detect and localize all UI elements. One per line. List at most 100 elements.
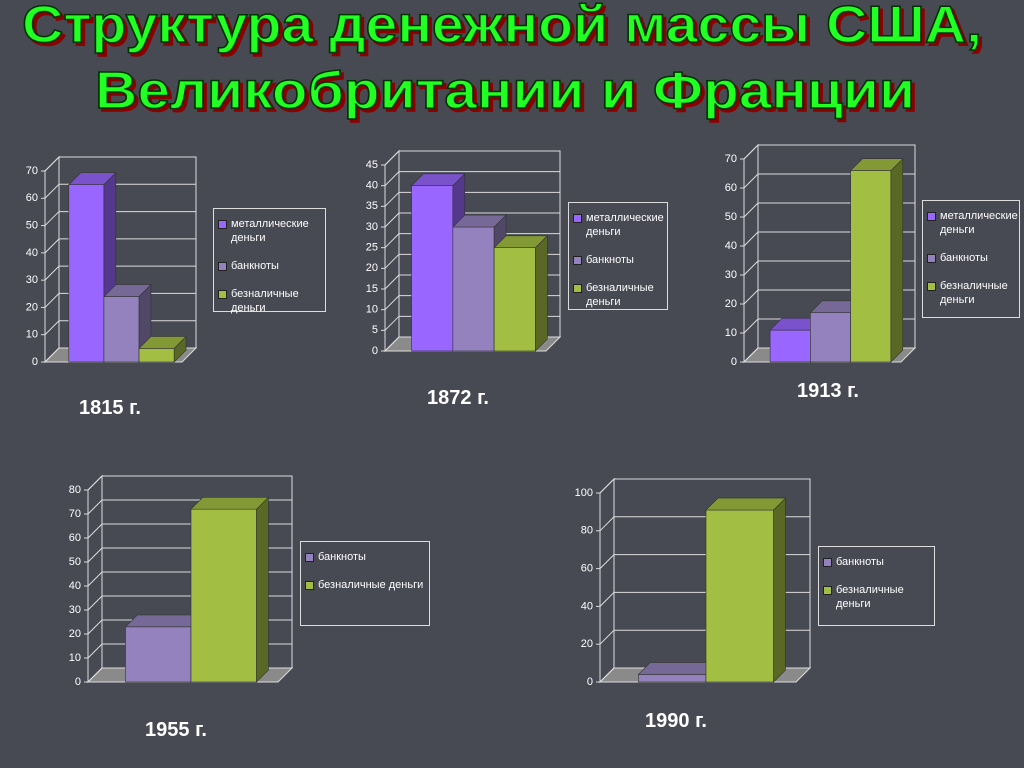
bar-top: [452, 214, 507, 228]
bar-top: [138, 336, 187, 349]
grid-line: [44, 211, 196, 226]
y-tick-label: 50: [26, 219, 38, 231]
bar: [810, 312, 851, 363]
y-tick-label: 80: [581, 525, 593, 537]
bar-top: [849, 158, 904, 171]
y-tick-label: 25: [366, 242, 378, 254]
legend-swatch: [305, 581, 314, 590]
legend-item: банкноты: [927, 251, 1015, 265]
bar: [68, 184, 105, 363]
bar-top: [705, 497, 787, 511]
legend-label: металлические деньги: [586, 212, 664, 238]
legend-item: безналичные деньги: [573, 281, 663, 309]
y-tick-label: 40: [581, 600, 593, 612]
y-tick-label: 50: [725, 211, 737, 223]
y-tick-label: 70: [725, 153, 737, 165]
y-tick-label: 0: [32, 356, 38, 368]
y-tick-label: 30: [26, 274, 38, 286]
side-wall: [44, 155, 60, 364]
legend-swatch: [823, 586, 832, 595]
legend-label: безналичные деньги: [586, 282, 654, 308]
legend-swatch: [573, 284, 582, 293]
legend-item: металлические деньги: [573, 211, 664, 239]
grid-line: [384, 150, 560, 166]
y-tick-label: 30: [725, 269, 737, 281]
y-tick-label: 0: [587, 676, 593, 688]
y-tick-label: 0: [75, 676, 81, 688]
legend-item: безналичные деньги: [218, 287, 321, 315]
grid-line: [384, 191, 560, 207]
grid-line: [44, 183, 196, 199]
legend: банкноты безналичные деньги: [300, 541, 430, 626]
y-tick-label: 100: [575, 487, 593, 499]
grid-line: [87, 475, 292, 491]
legend-swatch: [218, 220, 227, 229]
legend-item: банкноты: [573, 253, 663, 267]
bar: [411, 185, 454, 352]
side-wall: [599, 477, 615, 684]
slide-title: Великобритании и Франции: [95, 62, 915, 120]
y-tick-label: 10: [366, 304, 378, 316]
grid-line: [44, 238, 196, 254]
slide-title: Структура денежной массы США,: [22, 0, 982, 54]
y-tick-label: 5: [372, 324, 378, 336]
grid-line: [384, 171, 560, 187]
chart-caption: 1990 г.: [645, 710, 707, 732]
legend-item: безналичные деньги: [305, 578, 425, 592]
legend-swatch: [573, 256, 582, 265]
side-wall: [743, 143, 759, 364]
bar-side: [773, 497, 786, 683]
grid-line: [44, 156, 196, 172]
legend-label: банкноты: [231, 260, 279, 272]
legend-label: безналичные деньги: [836, 584, 904, 610]
legend-item: металлические деньги: [927, 209, 1018, 237]
y-tick-label: 60: [725, 182, 737, 194]
y-tick-label: 40: [366, 180, 378, 192]
y-tick-label: 0: [372, 345, 378, 357]
y-tick-label: 60: [581, 563, 593, 575]
legend-swatch: [823, 558, 832, 567]
y-tick-label: 50: [69, 556, 81, 568]
side-wall: [384, 149, 400, 353]
bar-top: [493, 235, 549, 248]
bar: [125, 626, 192, 683]
bar: [705, 509, 774, 683]
legend-swatch: [305, 553, 314, 562]
legend-label: банкноты: [940, 252, 988, 264]
bar-top: [103, 284, 152, 297]
legend-swatch: [218, 290, 227, 299]
bar-top: [190, 496, 270, 510]
grid-line: [743, 144, 915, 160]
legend: металлические деньги банкноты безналичные …: [568, 202, 668, 310]
legend-swatch: [927, 212, 936, 221]
legend-label: безналичные деньги: [318, 579, 424, 591]
bar-top: [410, 173, 466, 186]
bar-top: [68, 172, 117, 185]
chart-caption: 1955 г.: [145, 719, 207, 741]
y-tick-label: 15: [366, 283, 378, 295]
y-tick-label: 45: [366, 159, 378, 171]
bar: [103, 296, 140, 363]
y-tick-label: 40: [69, 580, 81, 592]
y-tick-label: 60: [69, 532, 81, 544]
y-tick-label: 20: [26, 301, 38, 313]
bar-side: [256, 496, 269, 683]
grid-line: [599, 478, 810, 494]
legend-item: банкноты: [218, 259, 321, 273]
legend: банкноты безналичные деньги: [818, 546, 935, 626]
legend-swatch: [927, 254, 936, 263]
bar: [452, 226, 495, 352]
legend-swatch: [218, 262, 227, 271]
bar: [190, 508, 257, 683]
y-tick-label: 40: [725, 240, 737, 252]
y-tick-label: 70: [26, 165, 38, 177]
y-tick-label: 30: [366, 221, 378, 233]
legend-item: безналичные деньги: [823, 583, 930, 611]
bar: [138, 348, 175, 363]
bar: [493, 247, 536, 352]
y-tick-label: 10: [725, 327, 737, 339]
legend-item: безналичные деньги: [927, 279, 1015, 307]
legend: металлические деньги банкноты безналичные …: [922, 200, 1020, 318]
